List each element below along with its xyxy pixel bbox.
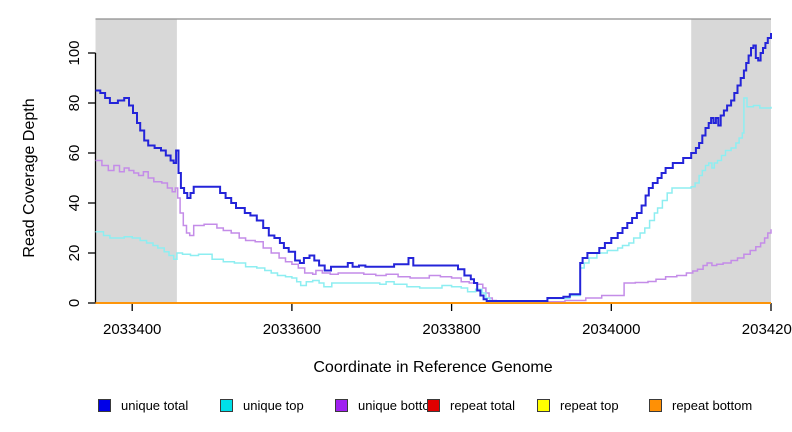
- shaded-region-2: [691, 19, 771, 303]
- legend-item-unique-top: unique top: [220, 398, 304, 413]
- y-tick-label: 0: [66, 299, 83, 307]
- legend-item-repeat-bottom: repeat bottom: [649, 398, 752, 413]
- legend-label: repeat top: [560, 398, 619, 413]
- legend-swatch-repeat-total: [427, 399, 440, 412]
- legend-swatch-unique-bottom: [335, 399, 348, 412]
- y-tick-label: 20: [66, 245, 83, 262]
- legend-swatch-unique-top: [220, 399, 233, 412]
- legend-swatch-repeat-top: [537, 399, 550, 412]
- series-line-unique-bottom: [95, 159, 772, 303]
- x-tick-label: 2033800: [422, 321, 480, 338]
- legend-item-repeat-top: repeat top: [537, 398, 619, 413]
- legend-label: repeat bottom: [672, 398, 753, 413]
- x-tick-label: 2033600: [263, 321, 321, 338]
- legend-item-unique-bottom: unique bottom: [335, 398, 440, 413]
- legend-label: unique top: [243, 398, 304, 413]
- legend-label: repeat total: [450, 398, 516, 413]
- y-tick-label: 80: [66, 95, 83, 112]
- legend-item-unique-total: unique total: [98, 398, 188, 413]
- y-tick-label: 40: [66, 195, 83, 212]
- legend-label: unique bottom: [358, 398, 441, 413]
- y-axis-title: Read Coverage Depth: [21, 98, 38, 258]
- y-tick-label: 60: [66, 145, 83, 162]
- legend-item-repeat-total: repeat total: [427, 398, 515, 413]
- plot-area: 0 20 40 60 80 100 2033400 2033600 2033800 2034000…: [66, 18, 792, 338]
- x-tick-label: 2034000: [582, 321, 640, 338]
- y-tick-label: 100: [66, 40, 83, 65]
- series-line-unique-top: [95, 97, 772, 303]
- legend-label: unique total: [121, 398, 189, 413]
- shaded-region-1: [95, 19, 177, 303]
- series-line-unique-total: [95, 33, 772, 302]
- legend-swatch-unique-total: [98, 399, 111, 412]
- x-axis-title: Coordinate in Reference Genome: [313, 359, 553, 376]
- legend-swatch-repeat-bottom: [649, 399, 662, 412]
- x-tick-label: 2033400: [103, 321, 161, 338]
- x-tick-label: 2034200: [742, 321, 792, 338]
